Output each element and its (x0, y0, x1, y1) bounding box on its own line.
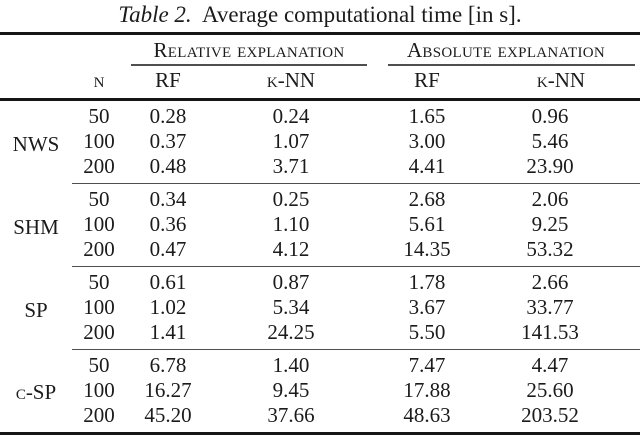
cell-abs-rf: 7.47 (408, 353, 446, 377)
column-group-absolute-label: Absolute explanation (406, 38, 606, 62)
table-row: 100 1.02 5.34 3.67 33.77 (0, 295, 640, 320)
column-group-header-row: Relative explanation Absolute explanatio… (0, 34, 640, 67)
cell-n: 50 (88, 353, 110, 377)
cell-rel-knn: 1.07 (272, 129, 310, 153)
table-row: 100 16.27 9.45 17.88 25.60 (0, 378, 640, 403)
column-group-absolute: Absolute explanation (372, 34, 640, 66)
column-group-relative: Relative explanation (126, 34, 372, 66)
cell-abs-knn: 0.96 (531, 104, 569, 128)
cell-abs-rf: 1.78 (408, 270, 446, 294)
cell-abs-rf: 17.88 (403, 378, 451, 402)
cell-abs-rf: 5.50 (372, 320, 482, 350)
cell-abs-rf: 2.68 (408, 187, 446, 211)
cell-abs-rf: 14.35 (372, 237, 482, 267)
cell-abs-rf: 5.61 (408, 212, 446, 236)
table-caption: Table 2. Average computational time [in s… (0, 0, 640, 32)
column-header-relative-rf: RF (126, 66, 210, 101)
cell-abs-rf: 3.00 (408, 129, 446, 153)
cell-rel-rf: 1.41 (126, 320, 210, 350)
cell-rel-knn: 0.24 (272, 104, 310, 128)
results-table: Relative explanation Absolute explanatio… (0, 32, 640, 435)
column-header-absolute-rf: RF (372, 66, 482, 101)
cell-rel-rf: 0.47 (126, 237, 210, 267)
cell-rel-knn: 3.71 (210, 154, 372, 184)
cell-rel-rf: 45.20 (144, 403, 192, 427)
column-header-n: n (72, 66, 126, 101)
spacer-cell (0, 66, 72, 101)
cell-rel-knn: 24.25 (210, 320, 372, 350)
table-caption-text: Average computational time [in s]. (202, 2, 522, 27)
table-row: 200 0.48 3.71 4.41 23.90 (0, 154, 640, 184)
cell-abs-knn: 33.77 (526, 295, 574, 319)
cell-abs-rf: 48.63 (403, 403, 451, 427)
cell-rel-knn: 9.45 (272, 378, 310, 402)
row-group-label-shm: SHM (13, 214, 59, 239)
cell-rel-rf: 0.34 (149, 187, 187, 211)
cell-n: 50 (88, 187, 110, 211)
cell-rel-knn: 4.12 (210, 237, 372, 267)
cell-rel-rf: 0.48 (126, 154, 210, 184)
cell-rel-rf: 16.27 (144, 378, 192, 402)
cmidrule-absolute (388, 64, 636, 66)
cell-rel-rf: 6.78 (149, 353, 187, 377)
cell-n: 200 (72, 237, 126, 267)
cell-abs-knn: 203.52 (521, 403, 579, 427)
cell-abs-knn: 2.66 (531, 270, 569, 294)
table-row: SP 50 0.61 0.87 1.78 2.66 (0, 267, 640, 321)
cell-n: 100 (83, 212, 115, 236)
cell-n: 200 (83, 403, 115, 427)
cell-n: 50 (88, 104, 110, 128)
cell-abs-rf: 4.41 (372, 154, 482, 184)
table-row: 200 0.47 4.12 14.35 53.32 (0, 237, 640, 267)
cell-rel-knn: 0.25 (272, 187, 310, 211)
cmidrule-relative (131, 64, 367, 66)
cell-abs-knn: 23.90 (482, 154, 640, 184)
cell-rel-rf: 0.36 (149, 212, 187, 236)
row-group-label-nws: NWS (12, 131, 60, 156)
cell-n: 200 (72, 320, 126, 350)
cell-rel-knn: 5.34 (272, 295, 310, 319)
cell-rel-knn: 0.87 (272, 270, 310, 294)
cell-rel-rf: 0.37 (149, 129, 187, 153)
cell-rel-rf: 0.28 (149, 104, 187, 128)
row-group-label-csp: c-SP (15, 380, 57, 405)
cell-n: 50 (88, 270, 110, 294)
table-row: 200 1.41 24.25 5.50 141.53 (0, 320, 640, 350)
column-group-relative-label: Relative explanation (153, 38, 345, 62)
cell-abs-knn: 2.06 (531, 187, 569, 211)
table-row: c-SP 50 6.78 1.40 7.47 4.47 (0, 350, 640, 404)
cell-rel-rf: 0.61 (149, 270, 187, 294)
cell-abs-knn: 9.25 (531, 212, 569, 236)
cell-abs-rf: 1.65 (408, 104, 446, 128)
table-row: 100 0.36 1.10 5.61 9.25 (0, 212, 640, 237)
table-row: SHM 50 0.34 0.25 2.68 2.06 (0, 184, 640, 238)
column-header-absolute-knn: k-NN (482, 66, 640, 101)
column-header-relative-knn: k-NN (210, 66, 372, 101)
cell-n: 100 (83, 129, 115, 153)
table-row: 100 0.37 1.07 3.00 5.46 (0, 129, 640, 154)
cell-n: 200 (72, 154, 126, 184)
cell-abs-knn: 5.46 (531, 129, 569, 153)
cell-abs-knn: 53.32 (482, 237, 640, 267)
table-row: NWS 50 0.28 0.24 1.65 0.96 (0, 100, 640, 156)
cell-n: 100 (83, 378, 115, 402)
cell-abs-knn: 25.60 (526, 378, 574, 402)
cell-rel-knn: 37.66 (267, 403, 315, 427)
cell-rel-rf: 1.02 (149, 295, 187, 319)
cell-rel-knn: 1.40 (272, 353, 310, 377)
table-caption-label: Table 2. (118, 2, 192, 27)
cell-rel-knn: 1.10 (272, 212, 310, 236)
cell-abs-knn: 4.47 (531, 353, 569, 377)
spacer-cell (0, 34, 126, 67)
cell-abs-knn: 141.53 (482, 320, 640, 350)
table-row: 200 45.20 37.66 48.63 203.52 (0, 403, 640, 434)
row-group-label-sp: SP (24, 297, 48, 322)
cell-n: 100 (83, 295, 115, 319)
cell-abs-rf: 3.67 (408, 295, 446, 319)
column-header-row: n RF k-NN RF k-NN (0, 66, 640, 101)
